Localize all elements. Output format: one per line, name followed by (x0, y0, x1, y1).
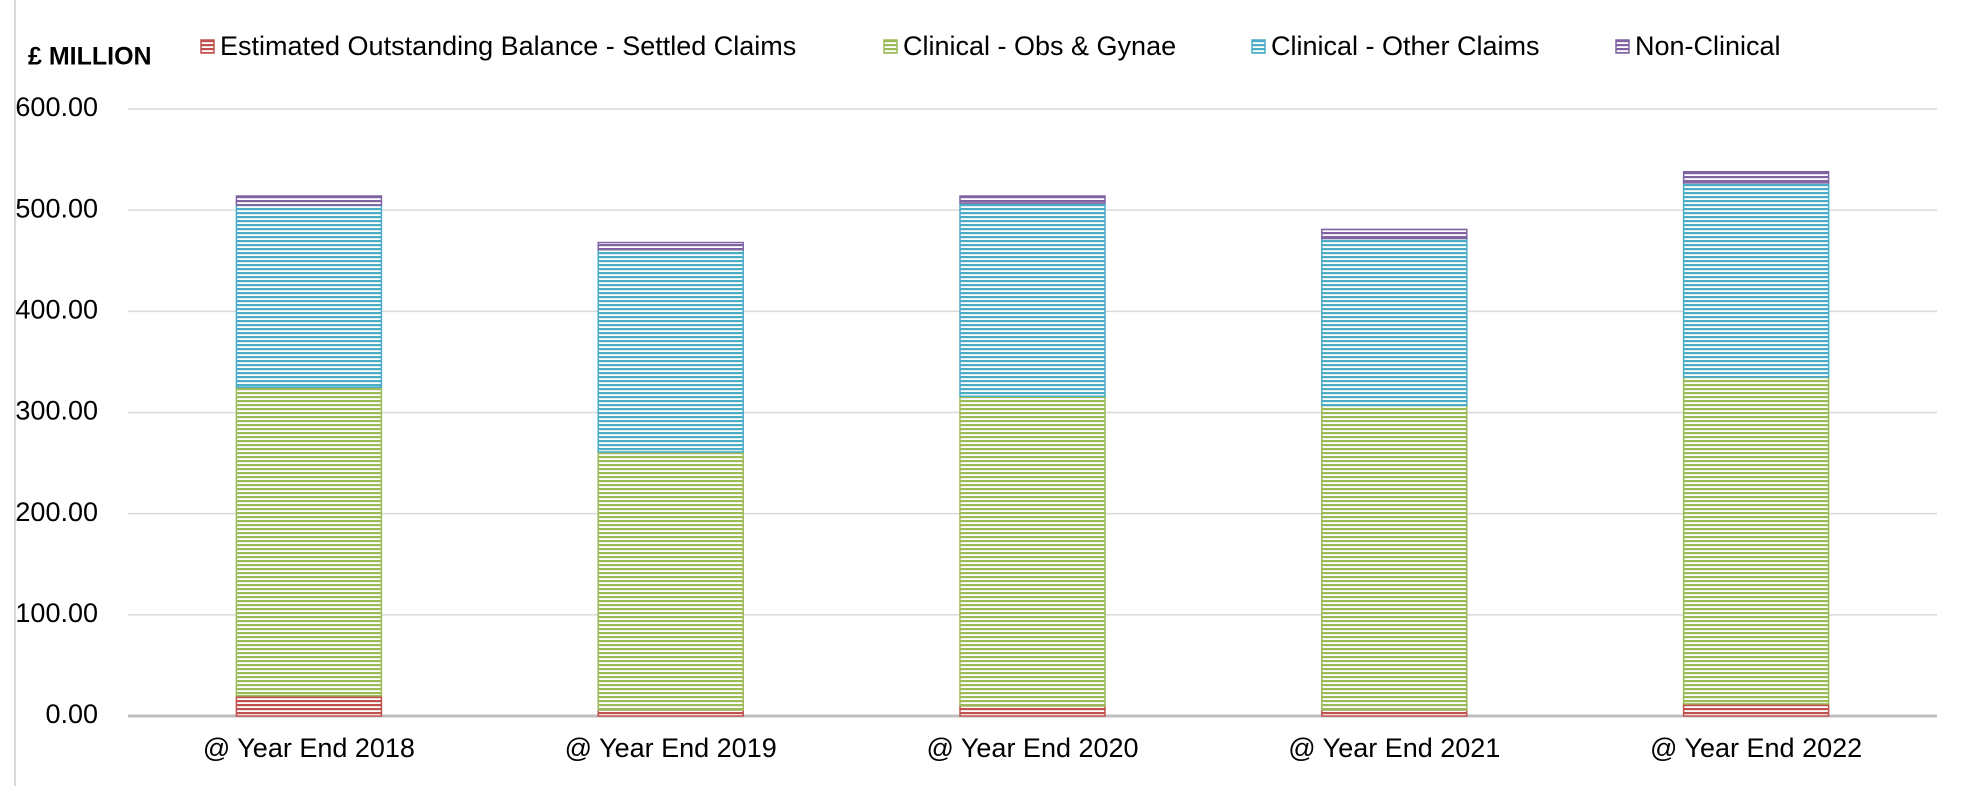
bar-segment (959, 195, 1106, 204)
bar-segment (235, 195, 383, 206)
bar-segment (597, 241, 744, 251)
y-tick-label: 200.00 (15, 497, 98, 527)
x-tick-label: @ Year End 2018 (203, 733, 415, 763)
y-axis-title: £ MILLION (28, 43, 152, 71)
legend-swatch (200, 39, 215, 54)
bar-segment (597, 248, 744, 453)
bar-segment (1682, 376, 1830, 705)
y-tick-label: 100.00 (15, 598, 98, 628)
x-tick-label: @ Year End 2021 (1288, 733, 1500, 763)
bar-segment (1682, 182, 1830, 378)
legend-swatch (1615, 39, 1630, 54)
y-tick-label: 500.00 (15, 193, 98, 223)
bar-segment (959, 202, 1106, 398)
bar-segment (1321, 709, 1468, 717)
y-tick-label: 300.00 (15, 396, 98, 426)
legend-label: Clinical - Other Claims (1271, 31, 1540, 61)
legend-label: Non-Clinical (1635, 31, 1781, 61)
bar-segment (597, 709, 744, 717)
legend-label: Estimated Outstanding Balance - Settled … (220, 31, 796, 61)
bar-segment (235, 695, 383, 717)
bar-segment (959, 395, 1106, 707)
bar-segment (235, 386, 383, 697)
legend-swatch (1251, 39, 1266, 54)
x-tick-label: @ Year End 2022 (1650, 733, 1862, 763)
bar-segment (1682, 170, 1830, 184)
legend-label: Clinical - Obs & Gynae (903, 31, 1176, 61)
bar-segment (1321, 404, 1468, 711)
x-tick-label: @ Year End 2020 (926, 733, 1138, 763)
bar-segment (1682, 703, 1830, 717)
y-tick-label: 400.00 (15, 294, 98, 324)
y-tick-label: 600.00 (15, 92, 98, 122)
x-tick-label: @ Year End 2019 (565, 733, 777, 763)
bar-segment (597, 451, 744, 711)
legend-swatch (883, 39, 898, 54)
bar-segment (235, 204, 383, 388)
bar-segment (1321, 228, 1468, 240)
bar-segment (1321, 237, 1468, 407)
bar-segment (959, 705, 1106, 717)
y-tick-label: 0.00 (45, 699, 98, 729)
